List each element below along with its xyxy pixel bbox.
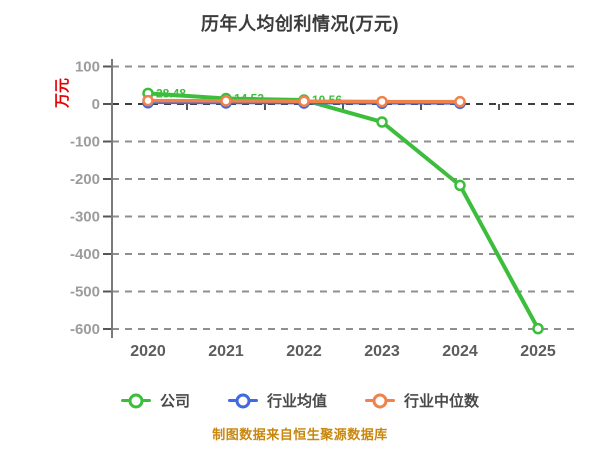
x-tick-label: 2022 (286, 343, 322, 360)
x-tick-label: 2024 (442, 343, 478, 360)
y-tick-label: -200 (70, 171, 100, 188)
point-label-company: 28.48 (156, 86, 186, 100)
data-point-company (376, 116, 388, 128)
data-point-industry-median (298, 95, 310, 107)
industry-median-line-marker-icon (365, 393, 395, 408)
data-source-note: 制图数据来自恒生聚源数据库 (212, 427, 388, 442)
x-tick-label: 2021 (208, 343, 244, 360)
data-point-industry-median (454, 95, 466, 108)
chart-title: 历年人均创利情况(万元) (201, 14, 399, 34)
legend-label-industry-average: 行业均值 (266, 393, 327, 410)
legend-item-industry-median[interactable]: 行业中位数 (365, 390, 479, 411)
legend-item-company[interactable]: 公司 (120, 390, 190, 411)
y-tick-label: 0 (92, 96, 100, 113)
x-tick-label: 2020 (130, 343, 166, 360)
data-point-company (454, 179, 466, 192)
y-tick-label: -600 (70, 321, 100, 338)
legend-label-industry-median: 行业中位数 (404, 393, 480, 410)
series-line-company (147, 91, 540, 330)
y-tick-label: 100 (75, 59, 100, 76)
y-tick-label: -400 (70, 246, 100, 263)
data-point-industry-median (376, 95, 388, 108)
y-tick-label: -500 (70, 284, 100, 301)
legend-item-industry-average[interactable]: 行业均值 (227, 390, 327, 411)
y-tick-label: -100 (70, 134, 100, 151)
data-point-company (532, 322, 544, 335)
legend: 公司 行业均值 行业中位数 (0, 390, 600, 411)
company-line-marker-icon (120, 393, 151, 408)
industry-average-line-marker-icon (227, 393, 258, 408)
data-point-industry-median (142, 94, 154, 107)
legend-label-company: 公司 (159, 393, 190, 410)
y-tick-label: -300 (70, 209, 100, 226)
x-tick-label: 2025 (520, 343, 556, 360)
x-tick-label: 2023 (364, 343, 400, 360)
data-point-industry-median (220, 95, 232, 107)
